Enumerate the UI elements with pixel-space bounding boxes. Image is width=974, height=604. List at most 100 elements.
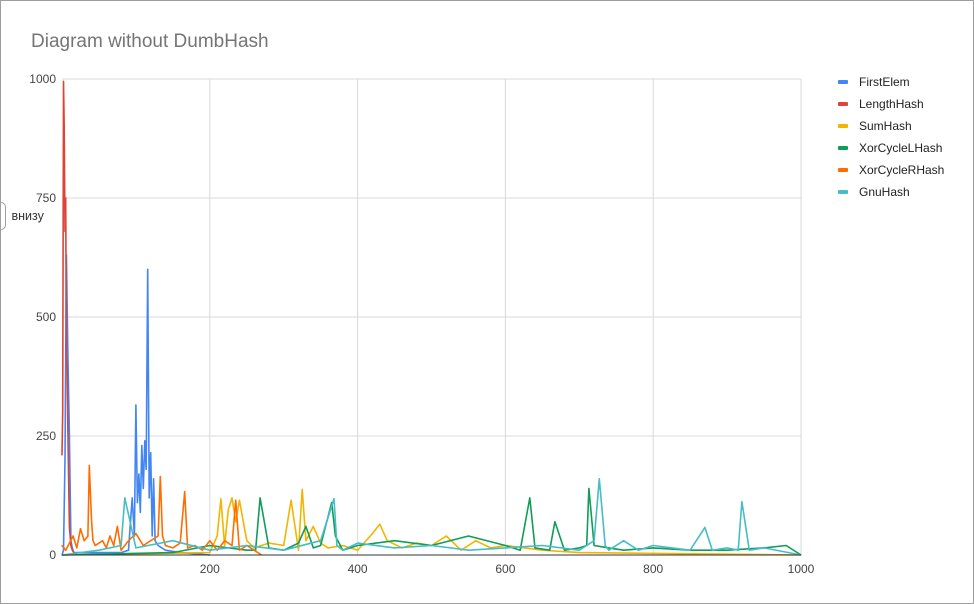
data-point bbox=[70, 544, 72, 547]
data-point bbox=[238, 499, 240, 501]
data-point bbox=[283, 544, 285, 547]
data-point bbox=[554, 521, 556, 523]
data-point bbox=[235, 499, 237, 501]
data-point bbox=[220, 498, 222, 500]
data-point bbox=[138, 473, 140, 475]
legend-label: LengthHash bbox=[859, 97, 924, 111]
data-point bbox=[98, 549, 100, 551]
data-point bbox=[98, 552, 100, 554]
data-point bbox=[62, 549, 65, 551]
data-point bbox=[623, 549, 625, 551]
y-axis-ticks: 0 250 500 750 1000 bbox=[29, 72, 56, 562]
data-point bbox=[172, 547, 174, 549]
data-point bbox=[146, 359, 148, 361]
legend-item[interactable]: XorCycleLHash bbox=[838, 137, 944, 159]
data-point bbox=[209, 540, 211, 542]
legend-swatch bbox=[838, 80, 848, 84]
legend-item[interactable]: XorCycleRHash bbox=[838, 159, 944, 181]
data-point bbox=[704, 526, 706, 529]
x-tick-label: 400 bbox=[348, 562, 368, 576]
legend-label: FirstElem bbox=[859, 75, 910, 89]
data-point bbox=[136, 502, 138, 504]
data-point bbox=[102, 540, 104, 542]
data-point bbox=[534, 547, 536, 549]
data-point bbox=[238, 549, 240, 551]
data-point bbox=[504, 544, 506, 547]
data-point bbox=[65, 354, 67, 356]
legend-item[interactable]: SumHash bbox=[838, 115, 944, 137]
data-point bbox=[301, 488, 303, 490]
data-point bbox=[68, 435, 70, 437]
data-point bbox=[371, 533, 373, 535]
data-point bbox=[342, 544, 344, 547]
data-point bbox=[141, 444, 143, 447]
data-point bbox=[227, 509, 229, 511]
data-point bbox=[63, 126, 65, 128]
data-point bbox=[209, 544, 211, 547]
data-point bbox=[357, 542, 359, 544]
data-point bbox=[608, 549, 610, 551]
data-point bbox=[172, 540, 174, 542]
data-point bbox=[320, 540, 322, 542]
data-point bbox=[467, 549, 470, 551]
data-point bbox=[62, 80, 65, 82]
data-point bbox=[71, 549, 73, 551]
data-point bbox=[259, 497, 261, 499]
data-point bbox=[61, 454, 63, 456]
side-note-text: внизу bbox=[11, 209, 44, 223]
data-point bbox=[67, 430, 69, 432]
data-point bbox=[588, 487, 590, 489]
series-LengthHash bbox=[61, 80, 78, 556]
data-point bbox=[726, 547, 728, 549]
data-point bbox=[598, 478, 600, 480]
data-point bbox=[549, 549, 551, 551]
data-point bbox=[98, 542, 100, 544]
data-point bbox=[748, 549, 750, 551]
legend-label: SumHash bbox=[859, 119, 912, 133]
data-point bbox=[216, 535, 218, 537]
legend-item[interactable]: LengthHash bbox=[838, 93, 944, 115]
data-point bbox=[64, 459, 66, 461]
series-line-XorCycleRHash bbox=[61, 464, 262, 556]
data-point bbox=[135, 404, 137, 406]
data-point bbox=[342, 549, 344, 551]
data-point bbox=[150, 452, 152, 454]
data-point bbox=[253, 549, 255, 551]
data-point bbox=[164, 544, 167, 547]
data-point bbox=[305, 525, 307, 528]
data-point bbox=[65, 549, 67, 551]
legend-swatch bbox=[838, 146, 848, 150]
data-point bbox=[623, 540, 625, 542]
data-point bbox=[312, 525, 314, 528]
data-point bbox=[504, 547, 506, 549]
side-note: внизу bbox=[0, 202, 44, 230]
y-tick-label: 1000 bbox=[29, 72, 56, 86]
data-point bbox=[320, 544, 322, 547]
data-point bbox=[113, 552, 115, 554]
data-point bbox=[164, 549, 167, 551]
y-tick-label: 250 bbox=[36, 429, 56, 443]
legend: FirstElem LengthHash SumHash XorCycleLHash X… bbox=[838, 71, 944, 203]
data-point bbox=[127, 549, 130, 551]
data-point bbox=[593, 540, 595, 542]
data-point bbox=[127, 540, 130, 542]
x-tick-label: 800 bbox=[643, 562, 663, 576]
series-XorCycleRHash bbox=[61, 464, 263, 556]
legend-item[interactable]: FirstElem bbox=[838, 71, 944, 93]
data-point bbox=[604, 544, 606, 547]
data-point bbox=[652, 547, 654, 549]
data-point bbox=[689, 549, 691, 551]
data-point bbox=[253, 547, 255, 549]
data-point bbox=[578, 547, 580, 549]
legend-label: XorCycleLHash bbox=[859, 141, 943, 155]
data-point bbox=[201, 549, 203, 551]
data-point bbox=[231, 544, 233, 547]
data-point bbox=[737, 549, 739, 551]
x-axis-ticks: 200 400 600 800 1000 bbox=[200, 562, 815, 576]
data-point bbox=[68, 542, 70, 544]
data-point bbox=[147, 268, 149, 270]
data-point bbox=[64, 230, 66, 232]
data-point bbox=[67, 354, 69, 356]
legend-item[interactable]: GnuHash bbox=[838, 181, 944, 203]
